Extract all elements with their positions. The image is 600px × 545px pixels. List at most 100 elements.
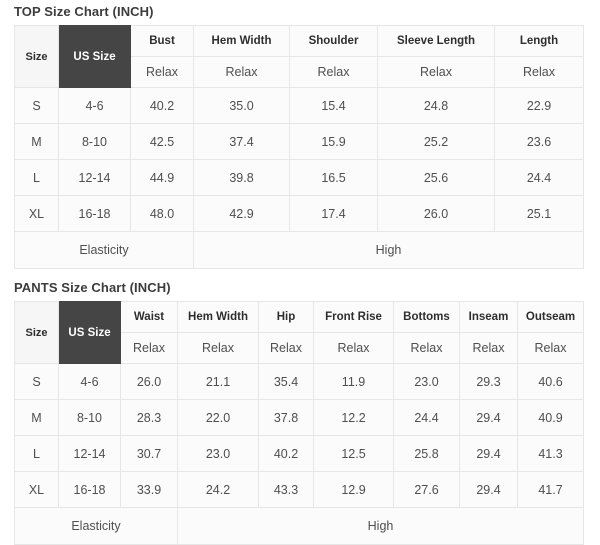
cell-us-size: 8-10 [58, 123, 131, 160]
header-fit-2: Relax [258, 332, 314, 364]
cell-value: 43.3 [258, 471, 314, 508]
cell-value: 44.9 [130, 159, 194, 196]
cell-value: 25.6 [377, 159, 495, 196]
header-measure-3: Front Rise [313, 301, 394, 333]
header-fit-5: Relax [459, 332, 518, 364]
cell-us-size: 12-14 [58, 159, 131, 196]
cell-size: L [14, 159, 59, 196]
top-size-table: Size US Size Bust Hem Width Shoulder Sle… [14, 25, 584, 269]
table-row: XL 16-18 33.9 24.2 43.3 12.9 27.6 29.4 4… [14, 471, 584, 508]
cell-value: 15.4 [289, 87, 378, 124]
cell-size: S [14, 363, 59, 400]
cell-value: 25.8 [393, 435, 460, 472]
cell-value: 22.9 [494, 87, 584, 124]
cell-size: XL [14, 471, 59, 508]
cell-value: 41.7 [517, 471, 584, 508]
header-measure-2: Shoulder [289, 25, 378, 57]
cell-value: 35.0 [193, 87, 290, 124]
cell-value: 37.8 [258, 399, 314, 436]
cell-value: 40.6 [517, 363, 584, 400]
table-row: XL 16-18 48.0 42.9 17.4 26.0 25.1 [14, 195, 584, 232]
size-chart-page: TOP Size Chart (INCH) Size US Size Bust … [0, 4, 600, 545]
cell-value: 48.0 [130, 195, 194, 232]
cell-value: 12.5 [313, 435, 394, 472]
cell-value: 12.2 [313, 399, 394, 436]
cell-value: 23.0 [393, 363, 460, 400]
pants-size-table: Size US Size Waist Hem Width Hip Front R… [14, 301, 584, 545]
header-fit-1: Relax [177, 332, 259, 364]
cell-value: 24.4 [393, 399, 460, 436]
cell-us-size: 16-18 [58, 195, 131, 232]
cell-value: 40.2 [258, 435, 314, 472]
header-measure-2: Hip [258, 301, 314, 333]
cell-us-size: 4-6 [58, 363, 121, 400]
table-row: L 12-14 30.7 23.0 40.2 12.5 25.8 29.4 41… [14, 435, 584, 472]
cell-value: 21.1 [177, 363, 259, 400]
cell-us-size: 16-18 [58, 471, 121, 508]
header-us-size: US Size [58, 25, 131, 88]
cell-value: 42.5 [130, 123, 194, 160]
cell-value: 22.0 [177, 399, 259, 436]
header-measure-1: Hem Width [177, 301, 259, 333]
cell-value: 11.9 [313, 363, 394, 400]
header-measure-0: Waist [120, 301, 178, 333]
cell-value: 42.9 [193, 195, 290, 232]
cell-value: 40.9 [517, 399, 584, 436]
elasticity-row: Elasticity High [14, 507, 584, 545]
header-fit-6: Relax [517, 332, 584, 364]
header-fit-3: Relax [377, 56, 495, 88]
cell-value: 29.3 [459, 363, 518, 400]
cell-value: 26.0 [120, 363, 178, 400]
header-fit-0: Relax [120, 332, 178, 364]
cell-us-size: 4-6 [58, 87, 131, 124]
table-row: S 4-6 40.2 35.0 15.4 24.8 22.9 [14, 87, 584, 124]
cell-value: 41.3 [517, 435, 584, 472]
top-chart-title: TOP Size Chart (INCH) [14, 4, 154, 19]
header-measure-1: Hem Width [193, 25, 290, 57]
table-row: L 12-14 44.9 39.8 16.5 25.6 24.4 [14, 159, 584, 196]
cell-value: 17.4 [289, 195, 378, 232]
cell-value: 26.0 [377, 195, 495, 232]
top-size-chart-block: TOP Size Chart (INCH) Size US Size Bust … [0, 4, 600, 269]
table-header-row-primary: Size US Size Bust Hem Width Shoulder Sle… [14, 25, 584, 88]
table-header-row-fit: Relax Relax Relax Relax Relax [15, 56, 584, 88]
table-header-row-fit: Relax Relax Relax Relax Relax Relax Rela… [15, 332, 584, 364]
table-header-row-primary: Size US Size Waist Hem Width Hip Front R… [14, 301, 584, 364]
cell-value: 24.2 [177, 471, 259, 508]
cell-value: 35.4 [258, 363, 314, 400]
elasticity-value: High [193, 231, 584, 269]
header-fit-2: Relax [289, 56, 378, 88]
header-measure-4: Length [494, 25, 584, 57]
cell-us-size: 12-14 [58, 435, 121, 472]
cell-value: 25.1 [494, 195, 584, 232]
cell-value: 30.7 [120, 435, 178, 472]
cell-value: 37.4 [193, 123, 290, 160]
chart-spacer [0, 269, 600, 280]
table-row: M 8-10 42.5 37.4 15.9 25.2 23.6 [14, 123, 584, 160]
cell-value: 24.4 [494, 159, 584, 196]
cell-us-size: 8-10 [58, 399, 121, 436]
cell-value: 39.8 [193, 159, 290, 196]
table-row: M 8-10 28.3 22.0 37.8 12.2 24.4 29.4 40.… [14, 399, 584, 436]
cell-value: 40.2 [130, 87, 194, 124]
cell-value: 24.8 [377, 87, 495, 124]
header-size: Size [14, 25, 59, 88]
header-fit-1: Relax [193, 56, 290, 88]
header-us-size: US Size [58, 301, 121, 364]
cell-size: M [14, 399, 59, 436]
cell-size: S [14, 87, 59, 124]
pants-chart-title: PANTS Size Chart (INCH) [14, 280, 171, 295]
header-measure-5: Inseam [459, 301, 518, 333]
cell-value: 23.0 [177, 435, 259, 472]
cell-value: 28.3 [120, 399, 178, 436]
header-size: Size [14, 301, 59, 364]
header-fit-4: Relax [393, 332, 460, 364]
cell-value: 27.6 [393, 471, 460, 508]
cell-size: M [14, 123, 59, 160]
elasticity-label: Elasticity [14, 231, 194, 269]
cell-value: 29.4 [459, 435, 518, 472]
header-measure-3: Sleeve Length [377, 25, 495, 57]
pants-size-chart-block: PANTS Size Chart (INCH) Size US Size Wai… [0, 280, 600, 545]
header-fit-4: Relax [494, 56, 584, 88]
elasticity-label: Elasticity [14, 507, 178, 545]
